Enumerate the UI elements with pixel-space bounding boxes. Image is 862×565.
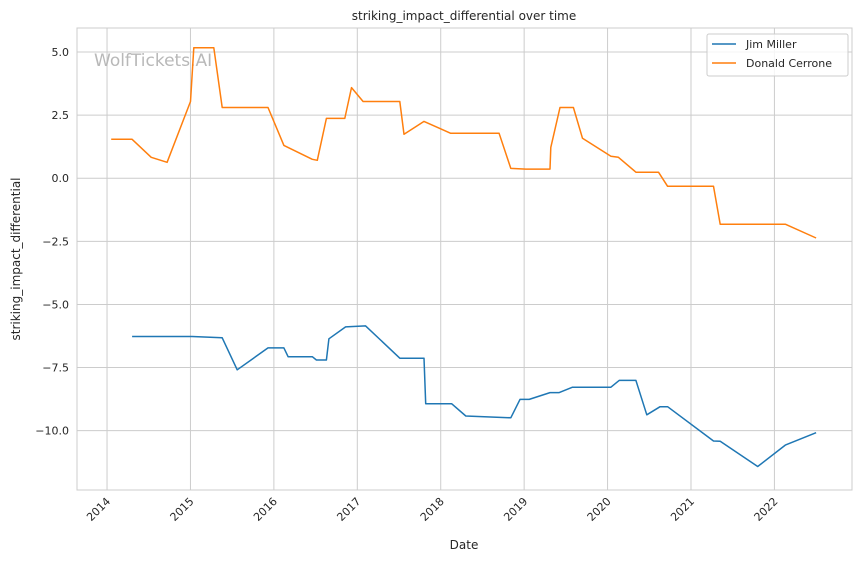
y-axis-label: striking_impact_differential [9, 177, 23, 340]
x-tick-label: 2022 [752, 495, 781, 524]
chart-title: striking_impact_differential over time [352, 9, 577, 23]
y-tick-label: −5.0 [42, 298, 69, 311]
x-tick-label: 2018 [418, 495, 447, 524]
x-tick-label: 2016 [251, 495, 280, 524]
legend: Jim Miller Donald Cerrone [707, 34, 848, 76]
y-tick-label: 5.0 [52, 46, 70, 59]
y-tick-label: −2.5 [42, 235, 69, 248]
x-tick-label: 2015 [168, 495, 197, 524]
x-tick-label: 2014 [84, 495, 113, 524]
x-tick-labels: 2014 2015 2016 2017 2018 2019 2020 2021 2022 [84, 495, 780, 524]
plot-area [77, 28, 852, 490]
x-tick-label: 2019 [501, 495, 530, 524]
watermark: WolfTickets.AI [94, 51, 212, 71]
x-tick-label: 2020 [585, 495, 614, 524]
y-tick-labels: 5.0 2.5 0.0 −2.5 −5.0 −7.5 −10.0 [35, 46, 69, 438]
x-axis-label: Date [450, 538, 479, 552]
y-tick-label: 0.0 [52, 172, 70, 185]
y-tick-label: −10.0 [35, 425, 69, 438]
legend-label-jim-miller: Jim Miller [745, 38, 797, 51]
y-tick-label: −7.5 [42, 362, 69, 375]
y-tick-label: 2.5 [52, 109, 70, 122]
x-tick-label: 2017 [334, 495, 363, 524]
x-tick-label: 2021 [668, 495, 697, 524]
legend-label-donald-cerrone: Donald Cerrone [746, 57, 832, 70]
